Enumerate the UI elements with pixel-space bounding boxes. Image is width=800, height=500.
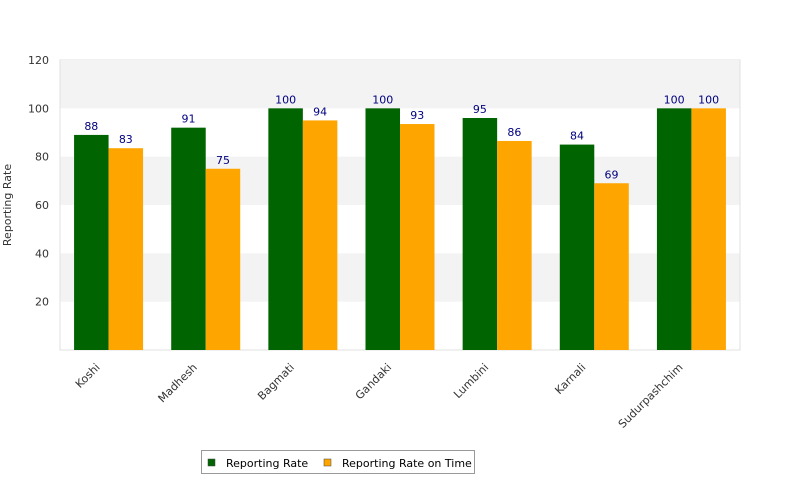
y-axis-title: Reporting Rate [1,164,14,246]
data-label: 88 [84,120,98,133]
y-tick-label: 40 [35,247,49,260]
x-tick-label: Madhesh [156,361,200,405]
bar [365,108,400,350]
bar [462,118,498,350]
data-label: 100 [275,93,296,106]
y-tick-label: 100 [28,102,49,115]
data-label: 95 [473,103,487,116]
x-axis: Koshi Madhesh Bagmati Gandaki Lumbini Karnali… [73,361,686,431]
y-tick-label: 20 [35,296,49,309]
legend-box [201,450,475,474]
bar [656,108,692,350]
x-tick-label: Koshi [73,361,103,391]
y-tick-label: 60 [35,199,49,212]
bars [74,108,726,351]
legend-label: Reporting Rate on Time [342,457,472,470]
data-label: 75 [216,154,230,167]
x-tick-label: Lumbini [451,361,491,401]
y-tick-label: 80 [35,151,49,164]
data-label: 91 [181,113,195,126]
bar [497,140,532,350]
bar [691,108,726,350]
data-label: 100 [372,93,393,106]
bar [74,134,109,350]
data-label: 100 [664,93,685,106]
data-label: 94 [313,105,327,118]
bar [302,120,338,351]
x-tick-label: Karnali [552,361,588,397]
bar [108,148,144,350]
data-label: 100 [698,93,719,106]
y-tick-label: 120 [28,54,49,67]
data-label: 69 [605,168,619,181]
bar [171,127,206,351]
x-tick-label: Gandaki [353,361,394,402]
legend-swatch [323,458,332,467]
data-label: 83 [119,133,133,146]
data-labels: 88 83 91 75 100 94 100 93 95 86 84 69 100 100 [84,93,719,181]
grid-band [60,60,740,109]
bar [268,108,303,350]
bar [559,144,595,350]
data-label: 86 [507,126,521,139]
bar [205,168,241,350]
bar [400,124,435,351]
data-label: 84 [570,130,584,143]
bar [594,183,629,350]
x-tick-label: Sudurpashchim [616,361,686,431]
data-label: 93 [410,109,424,122]
legend: Reporting Rate Reporting Rate on Time [201,450,475,474]
y-axis: 20 40 60 80 100 120 [28,54,49,309]
legend-label: Reporting Rate [226,457,308,470]
legend-swatch [207,458,216,467]
x-tick-label: Bagmati [255,361,297,403]
